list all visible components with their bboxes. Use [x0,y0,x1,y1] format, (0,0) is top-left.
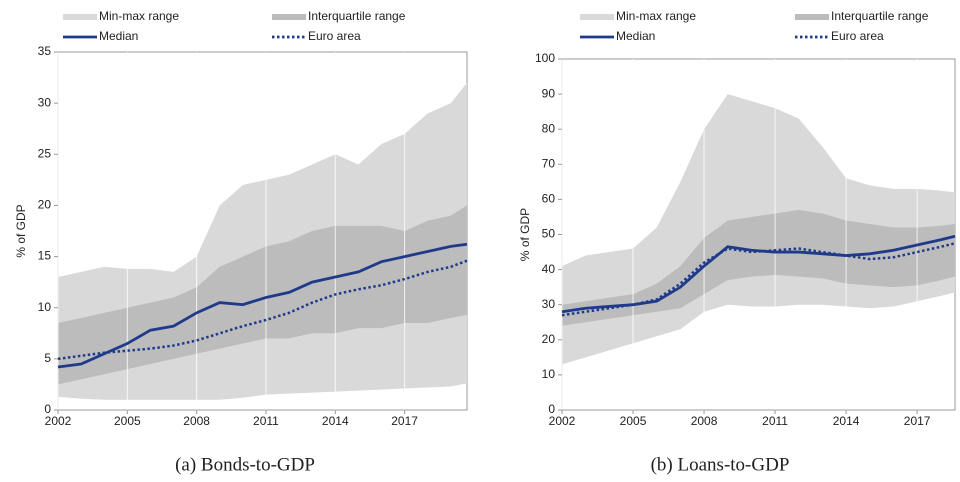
y-tick-label: 0 [548,402,555,416]
x-tick-label: 2005 [114,414,141,428]
caption: (b) Loans-to-GDP [651,454,790,475]
y-tick-label: 35 [38,44,52,58]
line-series [561,234,956,314]
x-tick-label: 2005 [620,414,647,428]
y-tick-label: 20 [542,332,556,346]
x-tick-label: 2002 [549,414,576,428]
legend-label: Min-max range [99,9,179,23]
legend-label: Interquartile range [831,9,929,23]
x-tick-label: 2008 [691,414,718,428]
y-tick-label: 90 [542,86,556,100]
y-tick-label: 25 [38,146,52,160]
y-tick-label: 60 [542,192,556,206]
x-tick-label: 2017 [904,414,931,428]
y-tick-label: 50 [542,227,556,241]
y-tick-label: 20 [38,198,52,212]
x-tick-label: 2002 [45,414,72,428]
legend-label: Interquartile range [308,9,406,23]
x-tick-label: 2008 [183,414,210,428]
legend-label: Median [99,29,138,43]
y-tick-label: 5 [44,351,51,365]
line-series [57,259,468,361]
line-series [57,242,468,369]
x-tick-label: 2014 [833,414,860,428]
y-tick-label: 0 [44,402,51,416]
y-tick-label: 15 [38,249,52,263]
range-band [58,205,467,385]
y-tick-label: 30 [38,95,52,109]
legend-swatch [63,14,97,20]
y-tick-label: 40 [542,262,556,276]
legend-label: Median [616,29,655,43]
legend-label: Min-max range [616,9,696,23]
x-tick-label: 2014 [322,414,349,428]
x-tick-label: 2011 [253,414,279,428]
x-tick-label: 2011 [762,414,788,428]
legend-label: Euro area [308,29,361,43]
y-axis-label: % of GDP [518,208,532,261]
x-tick-label: 2017 [391,414,418,428]
y-tick-label: 80 [542,121,556,135]
y-tick-label: 70 [542,156,556,170]
y-tick-label: 10 [542,367,556,381]
y-tick-label: 100 [535,51,555,65]
legend-swatch [272,14,306,20]
y-axis-label: % of GDP [14,204,28,257]
legend-swatch [795,14,829,20]
y-tick-label: 10 [38,300,52,314]
caption: (a) Bonds-to-GDP [175,454,315,475]
y-tick-label: 30 [542,297,556,311]
legend-label: Euro area [831,29,884,43]
legend-swatch [580,14,614,20]
